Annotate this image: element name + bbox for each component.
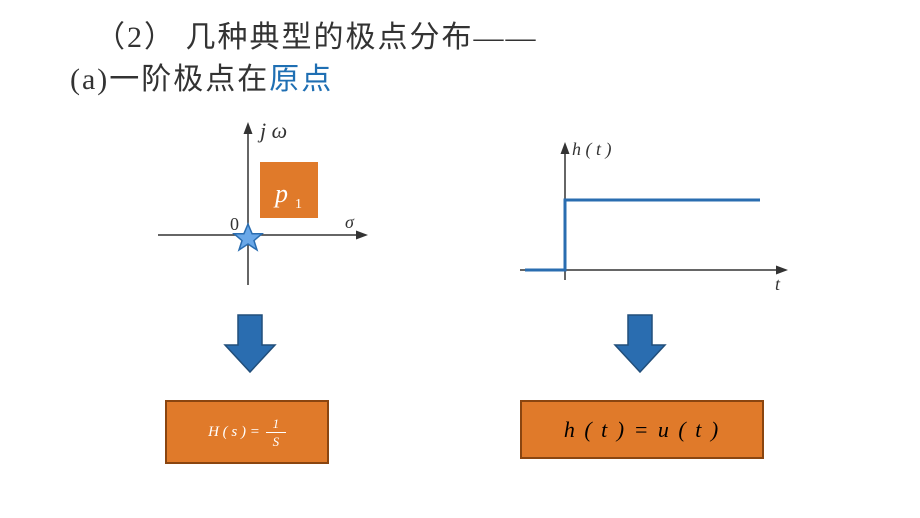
- pole-label-box: [260, 162, 318, 218]
- tf-numerator: 1: [273, 417, 280, 430]
- ht-x-label: t: [775, 274, 781, 294]
- ht-y-label: h ( t ): [572, 139, 612, 160]
- step-response-diagram: h ( t ) t: [510, 130, 810, 310]
- s-plane-diagram: 0 j ω σ p 1: [140, 110, 420, 310]
- tf-denominator: S: [273, 435, 280, 448]
- origin-label: 0: [230, 214, 239, 234]
- down-arrow-icon: [220, 310, 280, 380]
- down-arrow-icon: [610, 310, 670, 380]
- x-axis-label-sigma: σ: [345, 212, 355, 232]
- pole-label-sub: 1: [295, 197, 302, 212]
- heading-line-2: (a)一阶极点在原点: [70, 54, 333, 98]
- heading-line-1: （2） 几种典型的极点分布——: [95, 12, 538, 56]
- impulse-response-box: h ( t ) = u ( t ): [520, 400, 764, 459]
- pole-label-p: p: [273, 179, 288, 208]
- y-axis-label-jw: j ω: [257, 118, 287, 143]
- step-function-curve: [525, 200, 760, 270]
- fraction-bar: [266, 432, 286, 433]
- impulse-response-text: h ( t ) = u ( t ): [564, 417, 720, 443]
- transfer-function-box: H ( s ) = 1 S: [165, 400, 329, 464]
- heading-line-2-prefix: (a)一阶极点在: [70, 63, 269, 96]
- transfer-function-lhs: H ( s ) =: [208, 424, 260, 441]
- heading-line-2-highlight: 原点: [269, 63, 333, 96]
